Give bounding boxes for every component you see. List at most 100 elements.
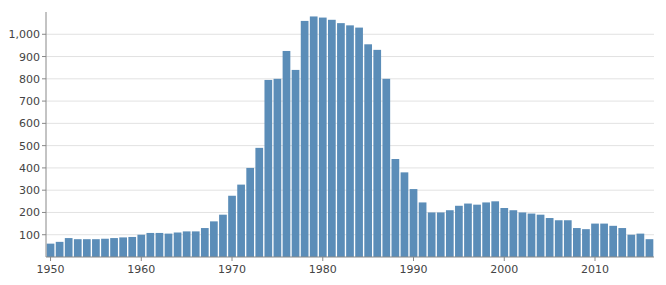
bar — [283, 51, 291, 257]
bar — [546, 218, 554, 257]
x-tick-label: 1950 — [37, 263, 65, 276]
bar — [609, 226, 617, 257]
x-tick-label: 1990 — [400, 263, 428, 276]
x-tick — [50, 257, 51, 261]
bar — [147, 233, 155, 257]
bar — [455, 206, 463, 257]
bar — [618, 228, 626, 257]
bar — [246, 168, 254, 257]
bar — [373, 50, 381, 257]
bar — [573, 228, 581, 257]
bar — [319, 18, 327, 257]
y-tick-label: 400 — [19, 162, 40, 175]
y-tick — [42, 101, 46, 102]
y-tick-label: 800 — [19, 73, 40, 86]
bar — [509, 210, 517, 257]
y-tick-label: 500 — [19, 140, 40, 153]
y-tick — [42, 212, 46, 213]
bar — [92, 239, 100, 257]
bar — [346, 25, 354, 257]
x-tick — [413, 257, 414, 261]
y-tick — [42, 56, 46, 57]
x-axis-line — [46, 257, 654, 258]
bar — [555, 220, 563, 257]
bar — [192, 231, 200, 257]
bar — [119, 237, 127, 257]
bar — [537, 215, 545, 257]
bar — [183, 231, 191, 257]
y-tick-label: 900 — [19, 51, 40, 64]
x-tick — [504, 257, 505, 261]
bars — [47, 16, 654, 257]
bar — [582, 229, 590, 257]
bar — [491, 201, 499, 257]
bar — [464, 204, 472, 257]
x-tick — [595, 257, 596, 261]
bar — [528, 214, 536, 257]
bar — [364, 44, 372, 257]
y-tick — [42, 167, 46, 168]
y-tick-label: 600 — [19, 117, 40, 130]
bar — [437, 212, 445, 257]
y-axis-line — [46, 12, 47, 257]
axes: 1950 1960 1970 1980 1990 2000 2010 100 200 300 400… — [9, 12, 655, 276]
y-tick — [42, 34, 46, 35]
bar — [564, 220, 572, 257]
y-tick — [42, 234, 46, 235]
chart-container: 1950 1960 1970 1980 1990 2000 2010 100 200 300 400… — [0, 0, 666, 285]
bar — [274, 79, 282, 257]
x-tick-label: 1960 — [127, 263, 155, 276]
bar — [392, 159, 400, 257]
x-tick — [141, 257, 142, 261]
bar — [56, 242, 64, 257]
y-tick — [42, 190, 46, 191]
bar — [627, 235, 635, 257]
bar — [355, 28, 363, 257]
bar — [637, 234, 645, 257]
y-tick — [42, 145, 46, 146]
y-tick-label: 100 — [19, 229, 40, 242]
bar — [646, 239, 654, 257]
bar — [264, 80, 272, 257]
bar — [74, 239, 82, 257]
bar — [337, 23, 345, 257]
bar — [473, 205, 481, 257]
bar — [410, 189, 418, 257]
bar — [419, 202, 427, 257]
bar — [165, 234, 173, 257]
bar — [500, 208, 508, 257]
bar — [519, 212, 527, 257]
bar — [174, 233, 182, 258]
bar — [110, 238, 118, 257]
x-tick — [322, 257, 323, 261]
bar — [591, 224, 599, 257]
y-tick-label: 700 — [19, 95, 40, 108]
y-tick-label: 300 — [19, 184, 40, 197]
bar — [301, 21, 309, 257]
y-tick-label: 1,000 — [9, 28, 41, 41]
bar — [65, 238, 73, 257]
x-tick-label: 2000 — [490, 263, 518, 276]
y-tick-label: 200 — [19, 206, 40, 219]
bar — [137, 235, 145, 257]
bar — [101, 239, 109, 257]
bar — [237, 185, 245, 257]
x-tick-label: 1970 — [218, 263, 246, 276]
bar — [210, 221, 218, 257]
bar — [156, 233, 164, 257]
bar — [382, 79, 390, 257]
x-tick — [232, 257, 233, 261]
y-tick — [42, 123, 46, 124]
x-tick-label: 1980 — [309, 263, 337, 276]
bar — [600, 224, 608, 257]
bar — [201, 228, 209, 257]
bar — [83, 239, 91, 257]
bar — [428, 212, 436, 257]
bar — [255, 148, 263, 257]
bar — [328, 20, 336, 257]
bar — [401, 172, 409, 257]
x-tick-label: 2010 — [581, 263, 609, 276]
bar — [128, 237, 136, 257]
y-tick — [42, 78, 46, 79]
chart-svg: 1950 1960 1970 1980 1990 2000 2010 100 200 300 400… — [0, 0, 666, 285]
